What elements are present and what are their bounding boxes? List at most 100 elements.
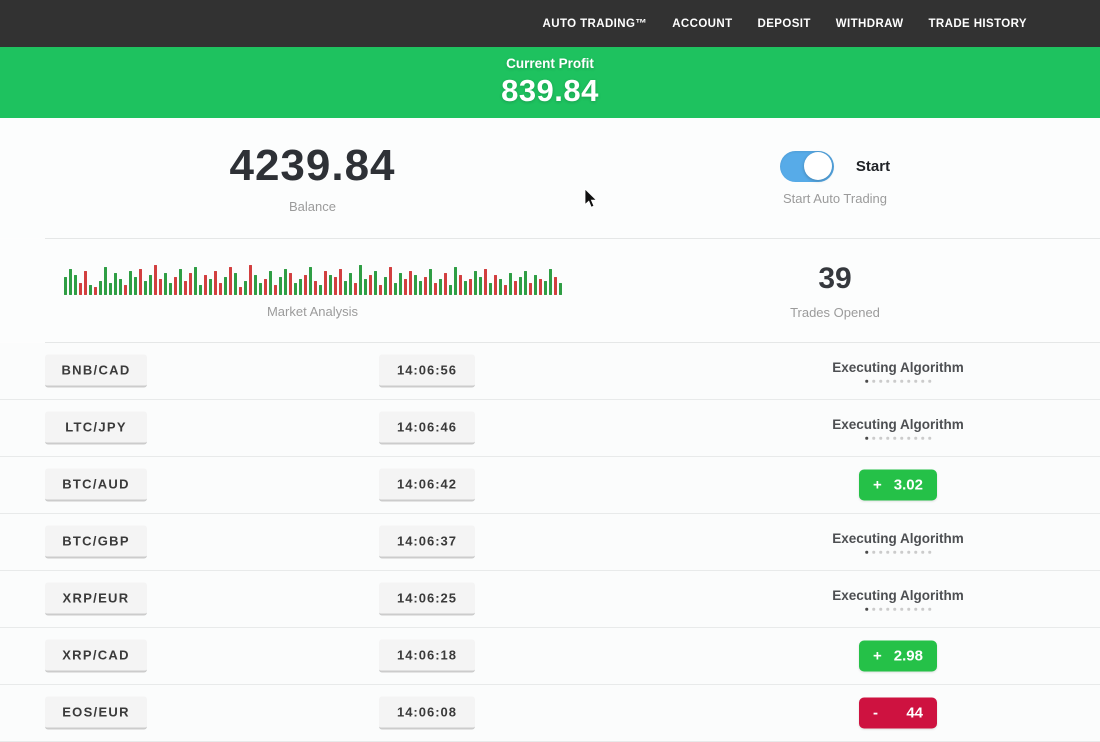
- auto-trading-toggle[interactable]: [779, 150, 834, 182]
- market-bar: [173, 276, 177, 295]
- result-slot: Executing Algorithm: [832, 417, 964, 440]
- pair-chip[interactable]: BNB/CAD: [45, 354, 147, 388]
- market-bar: [338, 268, 342, 295]
- progress-dot: [879, 379, 882, 383]
- time-chip[interactable]: 14:06:37: [379, 525, 475, 559]
- time-chip[interactable]: 14:06:42: [379, 468, 475, 502]
- result-slot: - 44: [859, 697, 937, 729]
- nav-item-auto-trading[interactable]: AUTO TRADING™: [542, 17, 648, 30]
- market-section: Market Analysis 39 Trades Opened: [0, 239, 1100, 342]
- table-row: EOS/EUR 14:06:08 - 44: [0, 685, 1100, 742]
- market-bar: [253, 274, 257, 295]
- pair-chip[interactable]: BTC/AUD: [45, 468, 147, 502]
- nav-item-account[interactable]: ACCOUNT: [672, 17, 733, 30]
- market-bar: [83, 270, 87, 295]
- progress-dot: [921, 379, 924, 383]
- progress-dot: [914, 550, 917, 554]
- time-chip[interactable]: 14:06:18: [379, 639, 475, 673]
- trades-opened-label: Trades Opened: [790, 304, 880, 320]
- progress-dot: [865, 550, 868, 554]
- market-bar: [123, 284, 127, 295]
- market-bar: [308, 266, 312, 295]
- pair-chip[interactable]: EOS/EUR: [45, 696, 147, 730]
- market-bar: [453, 266, 457, 295]
- market-bar: [553, 276, 557, 295]
- current-profit-value: 839.84: [501, 73, 599, 108]
- market-bar: [393, 282, 397, 295]
- market-bar: [483, 268, 487, 295]
- top-navbar: AUTO TRADING™ ACCOUNT DEPOSIT WITHDRAW TRADE…: [0, 0, 1100, 47]
- time-chip[interactable]: 14:06:25: [379, 582, 475, 616]
- market-bar: [128, 270, 132, 295]
- market-bar: [328, 274, 332, 295]
- market-bar: [208, 278, 212, 295]
- progress-dot: [886, 607, 889, 611]
- progress-dot: [914, 607, 917, 611]
- market-bar: [478, 276, 482, 295]
- progress-dot: [928, 436, 931, 440]
- market-bar: [468, 278, 472, 295]
- nav-item-deposit[interactable]: DEPOSIT: [757, 17, 811, 30]
- market-bar: [438, 278, 442, 295]
- progress-dot: [886, 550, 889, 554]
- market-bar: [298, 278, 302, 295]
- progress-dot: [914, 379, 917, 383]
- result-sign: +: [873, 476, 882, 494]
- market-bar: [248, 264, 252, 295]
- executing-algorithm-label: Executing Algorithm: [832, 359, 964, 375]
- market-bar: [288, 272, 292, 295]
- time-chip[interactable]: 14:06:08: [379, 696, 475, 730]
- market-bar: [278, 276, 282, 295]
- progress-dot: [893, 436, 896, 440]
- market-bar: [383, 276, 387, 295]
- market-bar: [318, 284, 322, 295]
- progress-dots: [832, 550, 964, 554]
- market-bar: [178, 268, 182, 295]
- nav-item-trade-history[interactable]: TRADE HISTORY: [928, 17, 1027, 30]
- market-bar: [403, 278, 407, 295]
- market-bar: [303, 274, 307, 295]
- pair-chip[interactable]: LTC/JPY: [45, 411, 147, 445]
- pair-chip[interactable]: XRP/EUR: [45, 582, 147, 616]
- market-bar: [333, 276, 337, 295]
- nav-item-withdraw[interactable]: WITHDRAW: [835, 17, 904, 30]
- market-bar: [353, 282, 357, 295]
- executing-algorithm-label: Executing Algorithm: [832, 416, 964, 432]
- market-bar: [98, 280, 102, 295]
- market-bar: [273, 284, 277, 295]
- table-row: XRP/CAD 14:06:18 +2.98: [0, 628, 1100, 685]
- trades-opened-count: 39: [818, 261, 852, 295]
- balance-section: 4239.84 Balance Start Start Auto Trading: [0, 118, 1100, 238]
- market-bar: [193, 266, 197, 295]
- market-bar: [203, 274, 207, 295]
- pair-chip[interactable]: BTC/GBP: [45, 525, 147, 559]
- market-bar: [443, 272, 447, 295]
- market-bar: [118, 278, 122, 295]
- result-sign: +: [873, 647, 882, 665]
- progress-dot: [893, 607, 896, 611]
- market-bar: [503, 284, 507, 295]
- progress-dot: [928, 607, 931, 611]
- pair-chip[interactable]: XRP/CAD: [45, 639, 147, 673]
- progress-dot: [872, 379, 875, 383]
- time-chip[interactable]: 14:06:56: [379, 354, 475, 388]
- progress-dot: [900, 550, 903, 554]
- progress-dot: [900, 436, 903, 440]
- market-bar: [473, 270, 477, 295]
- market-bar: [293, 282, 297, 295]
- market-bar: [413, 274, 417, 295]
- table-row: BTC/AUD 14:06:42 +3.02: [0, 457, 1100, 514]
- time-chip[interactable]: 14:06:46: [379, 411, 475, 445]
- market-bar: [163, 272, 167, 295]
- market-bar: [103, 266, 107, 295]
- market-bar: [363, 278, 367, 295]
- progress-dots: [832, 607, 964, 611]
- progress-dots: [832, 436, 964, 440]
- market-bar: [263, 278, 267, 295]
- market-bar: [238, 286, 242, 295]
- market-bar: [378, 284, 382, 295]
- table-row: XRP/EUR 14:06:25 Executing Algorithm: [0, 571, 1100, 628]
- result-value: 2.98: [893, 647, 923, 665]
- progress-dot: [907, 550, 910, 554]
- toggle-knob: [804, 152, 833, 180]
